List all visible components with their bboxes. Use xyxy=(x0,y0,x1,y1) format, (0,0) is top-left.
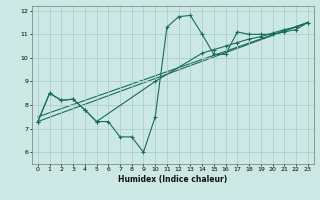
X-axis label: Humidex (Indice chaleur): Humidex (Indice chaleur) xyxy=(118,175,228,184)
